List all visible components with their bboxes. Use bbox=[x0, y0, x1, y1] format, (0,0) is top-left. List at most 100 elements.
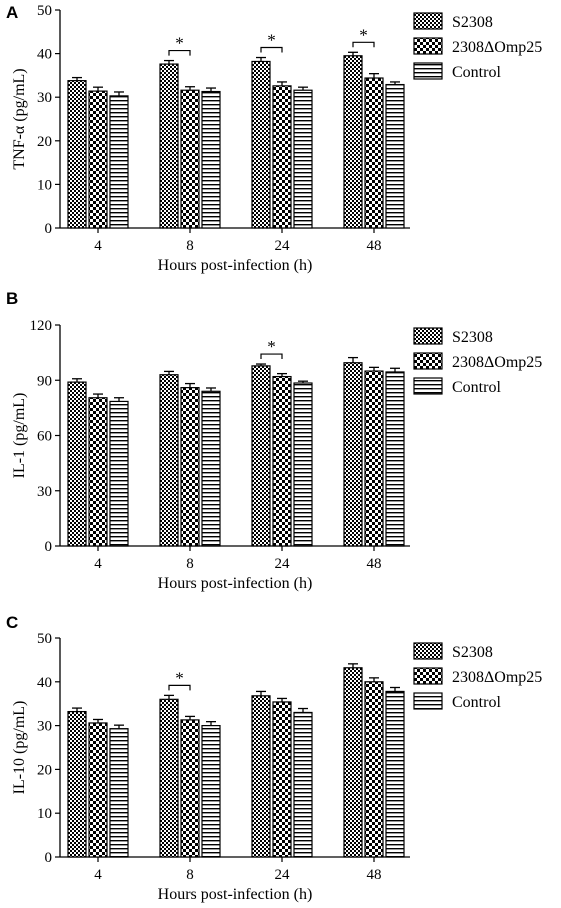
bar bbox=[364, 370, 384, 547]
bar bbox=[201, 724, 221, 858]
y-tick-label: 0 bbox=[45, 539, 53, 555]
significance-star: * bbox=[175, 668, 184, 687]
legend: S2308 2308ΔOmp25 Control bbox=[413, 642, 542, 711]
legend-label: 2308ΔOmp25 bbox=[452, 39, 542, 56]
y-tick-label: 10 bbox=[37, 806, 52, 822]
bar bbox=[272, 701, 292, 858]
x-tick-label: 48 bbox=[367, 867, 382, 883]
x-axis-title: Hours post-infection (h) bbox=[158, 886, 313, 903]
bar bbox=[343, 55, 363, 229]
x-tick-label: 24 bbox=[275, 867, 291, 883]
bar bbox=[343, 667, 363, 858]
x-tick-label: 8 bbox=[186, 867, 194, 883]
y-tick-label: 0 bbox=[45, 221, 53, 237]
legend-swatch bbox=[413, 667, 443, 685]
legend: S2308 2308ΔOmp25 Control bbox=[413, 12, 542, 81]
bar bbox=[159, 698, 179, 858]
panel-letter: B bbox=[6, 289, 18, 308]
y-tick-label: 90 bbox=[37, 373, 52, 389]
bar bbox=[180, 387, 200, 547]
bar bbox=[67, 381, 87, 547]
x-tick-label: 8 bbox=[186, 556, 194, 572]
legend-label: 2308ΔOmp25 bbox=[452, 354, 542, 371]
bar bbox=[293, 382, 313, 547]
bar bbox=[88, 90, 108, 229]
x-axis-title: Hours post-infection (h) bbox=[158, 575, 313, 592]
significance-star: * bbox=[175, 34, 184, 53]
bar bbox=[67, 80, 87, 229]
legend-swatch bbox=[413, 62, 443, 80]
y-tick-label: 120 bbox=[30, 318, 53, 334]
panel-letter: A bbox=[6, 3, 18, 22]
bar bbox=[201, 90, 221, 229]
y-tick-label: 0 bbox=[45, 850, 53, 866]
y-tick-label: 50 bbox=[37, 631, 52, 647]
legend-label: Control bbox=[452, 694, 501, 711]
bar bbox=[109, 95, 129, 229]
significance-star: * bbox=[267, 337, 276, 356]
bar bbox=[88, 397, 108, 547]
significance-bracket bbox=[168, 49, 191, 56]
legend-swatch bbox=[413, 642, 443, 660]
y-axis-title: IL-1 (pg/mL) bbox=[11, 393, 28, 479]
bar bbox=[67, 710, 87, 858]
legend-swatch bbox=[413, 327, 443, 345]
bar bbox=[385, 83, 405, 229]
x-tick-label: 48 bbox=[367, 238, 382, 254]
y-tick-label: 10 bbox=[37, 177, 52, 193]
legend-swatch bbox=[413, 12, 443, 30]
bar bbox=[159, 374, 179, 547]
legend-label: S2308 bbox=[452, 14, 493, 31]
significance-star: * bbox=[267, 31, 276, 50]
y-axis-title: IL-10 (pg/mL) bbox=[11, 701, 28, 795]
y-tick-label: 30 bbox=[37, 719, 52, 735]
bar bbox=[364, 77, 384, 229]
bar bbox=[343, 362, 363, 547]
legend-label: S2308 bbox=[452, 644, 493, 661]
legend-swatch bbox=[413, 37, 443, 55]
legend-swatch bbox=[413, 352, 443, 370]
x-tick-label: 4 bbox=[94, 867, 102, 883]
bar bbox=[88, 722, 108, 858]
bar bbox=[272, 85, 292, 229]
y-tick-label: 50 bbox=[37, 3, 52, 19]
legend-swatch bbox=[413, 377, 443, 395]
x-tick-label: 48 bbox=[367, 556, 382, 572]
bar bbox=[251, 60, 271, 229]
y-tick-label: 60 bbox=[37, 429, 52, 445]
legend-label: S2308 bbox=[452, 329, 493, 346]
y-axis-title: TNF-α (pg/mL) bbox=[11, 68, 28, 169]
bar bbox=[385, 371, 405, 547]
y-tick-label: 20 bbox=[37, 134, 52, 150]
bar bbox=[272, 375, 292, 547]
y-tick-label: 30 bbox=[37, 90, 52, 106]
y-tick-label: 20 bbox=[37, 762, 52, 778]
x-axis-title: Hours post-infection (h) bbox=[158, 257, 313, 274]
x-tick-label: 24 bbox=[275, 238, 291, 254]
y-tick-label: 40 bbox=[37, 675, 52, 691]
bar bbox=[159, 63, 179, 229]
bar bbox=[251, 695, 271, 858]
bar bbox=[109, 728, 129, 858]
legend: S2308 2308ΔOmp25 Control bbox=[413, 327, 542, 396]
x-tick-label: 4 bbox=[94, 238, 102, 254]
bar bbox=[180, 89, 200, 229]
bar bbox=[251, 365, 271, 547]
y-tick-label: 40 bbox=[37, 47, 52, 63]
legend-label: Control bbox=[452, 379, 501, 396]
significance-bracket bbox=[352, 41, 375, 48]
significance-bracket bbox=[260, 353, 283, 360]
bar bbox=[201, 390, 221, 547]
significance-star: * bbox=[359, 25, 368, 44]
y-tick-label: 30 bbox=[37, 484, 52, 500]
x-tick-label: 4 bbox=[94, 556, 102, 572]
x-tick-label: 24 bbox=[275, 556, 291, 572]
legend-label: 2308ΔOmp25 bbox=[452, 669, 542, 686]
bar bbox=[293, 711, 313, 858]
significance-bracket bbox=[168, 684, 191, 691]
bar bbox=[180, 719, 200, 858]
bar bbox=[385, 690, 405, 858]
